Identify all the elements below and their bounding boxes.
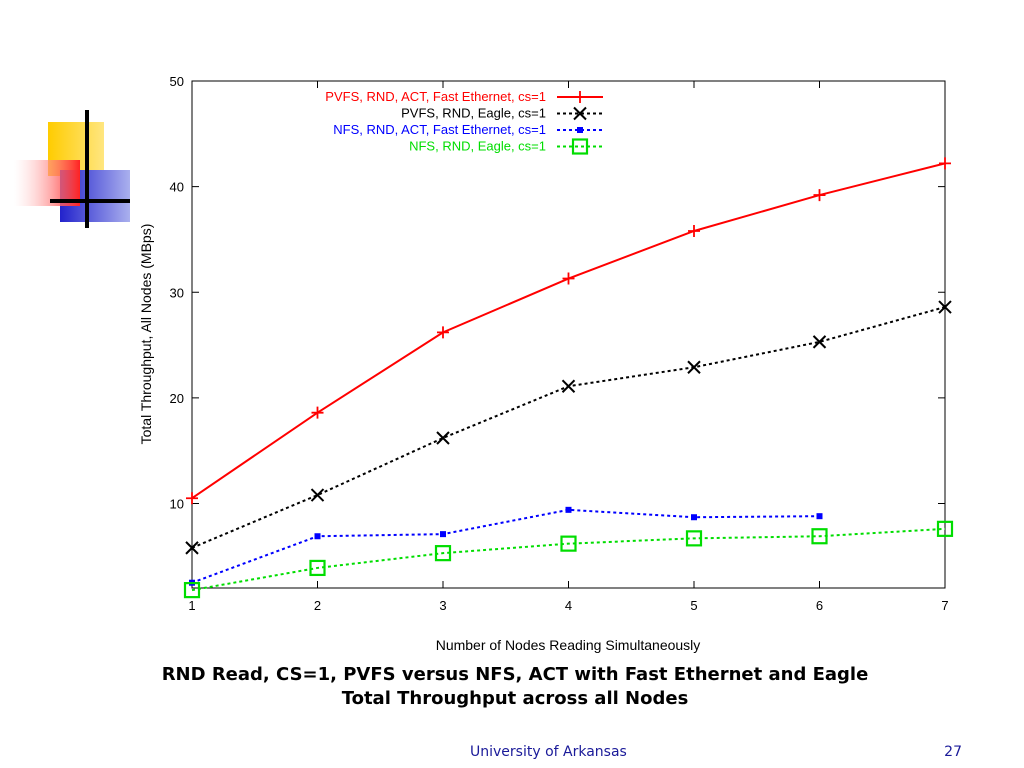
cross-marker (812, 335, 827, 349)
filled-square-marker (314, 533, 321, 540)
y-tick-label: 40 (170, 180, 184, 195)
plus-marker (562, 272, 575, 285)
filled-square-marker (816, 513, 823, 520)
plus-marker (574, 91, 586, 103)
chart-caption-line-2: Total Throughput across all Nodes (341, 688, 689, 709)
cross-marker (687, 360, 701, 374)
x-tick-label: 6 (816, 598, 823, 613)
footer-page-number: 27 (944, 744, 962, 760)
x-tick-label: 3 (439, 598, 446, 613)
series-line (191, 527, 946, 592)
filled-square-marker (577, 127, 583, 133)
series-2 (185, 300, 952, 555)
open-square-marker (571, 138, 589, 155)
series-4 (183, 520, 954, 599)
series-line (191, 508, 820, 584)
y-tick-label: 10 (170, 497, 184, 512)
open-square-marker (936, 520, 954, 537)
legend-entry: PVFS, RND, Eagle, cs=1 (401, 106, 603, 121)
chart-caption-line-1: RND Read, CS=1, PVFS versus NFS, ACT wit… (161, 664, 869, 685)
y-tick-label: 30 (170, 285, 184, 300)
x-tick-label: 5 (690, 598, 697, 613)
open-square-marker (309, 559, 326, 577)
x-tick-label: 2 (314, 598, 321, 613)
y-tick-label: 50 (170, 74, 184, 89)
throughput-chart: 1 2 3 4 5 6 7 10 20 30 40 50 PVFS, RND, ACT, Fast E… (138, 74, 954, 653)
cross-marker (573, 106, 587, 121)
cross-marker (185, 541, 199, 555)
chart-legend: PVFS, RND, ACT, Fast Ethernet, cs=1 PVFS,… (325, 89, 603, 155)
open-square-marker (811, 528, 828, 545)
x-tick-label: 7 (941, 598, 948, 613)
plus-marker (813, 189, 826, 202)
open-square-marker (560, 535, 577, 552)
slide-footer: University of Arkansas 27 (0, 744, 1024, 764)
open-square-marker (183, 582, 201, 599)
cross-marker (938, 300, 952, 314)
open-square-marker (434, 545, 452, 562)
legend-entry: PVFS, RND, ACT, Fast Ethernet, cs=1 (325, 89, 603, 104)
legend-label: NFS, RND, Eagle, cs=1 (409, 139, 546, 154)
series-3 (189, 506, 823, 586)
legend-label: PVFS, RND, Eagle, cs=1 (401, 106, 546, 121)
legend-entry: NFS, RND, Eagle, cs=1 (409, 138, 603, 155)
plus-marker (939, 157, 951, 170)
series-1 (186, 157, 951, 505)
y-tick-label: 20 (170, 391, 184, 406)
footer-organization: University of Arkansas (470, 744, 627, 760)
x-tick-label: 4 (565, 598, 572, 613)
plus-marker (437, 326, 449, 339)
y-axis-label: Total Throughput, All Nodes (MBps) (138, 224, 154, 445)
cross-marker (310, 488, 325, 502)
x-tick-label: 1 (188, 598, 195, 613)
filled-square-marker (565, 506, 572, 513)
x-axis-label: Number of Nodes Reading Simultaneously (436, 637, 701, 653)
series-line (191, 162, 946, 500)
legend-entry: NFS, RND, ACT, Fast Ethernet, cs=1 (333, 122, 603, 137)
legend-label: PVFS, RND, ACT, Fast Ethernet, cs=1 (325, 89, 546, 104)
filled-square-marker (440, 531, 446, 538)
plus-marker (688, 224, 700, 237)
plus-marker (186, 492, 198, 505)
cross-marker (436, 431, 450, 445)
open-square-marker (685, 530, 703, 547)
deco-red-bar (14, 160, 80, 206)
slide-decoration (14, 110, 130, 228)
legend-label: NFS, RND, ACT, Fast Ethernet, cs=1 (333, 122, 546, 137)
chart-series (183, 157, 954, 599)
chart-axes: 1 2 3 4 5 6 7 10 20 30 40 50 (170, 74, 949, 613)
cross-marker (561, 379, 576, 393)
plus-marker (311, 406, 324, 419)
filled-square-marker (691, 514, 697, 521)
